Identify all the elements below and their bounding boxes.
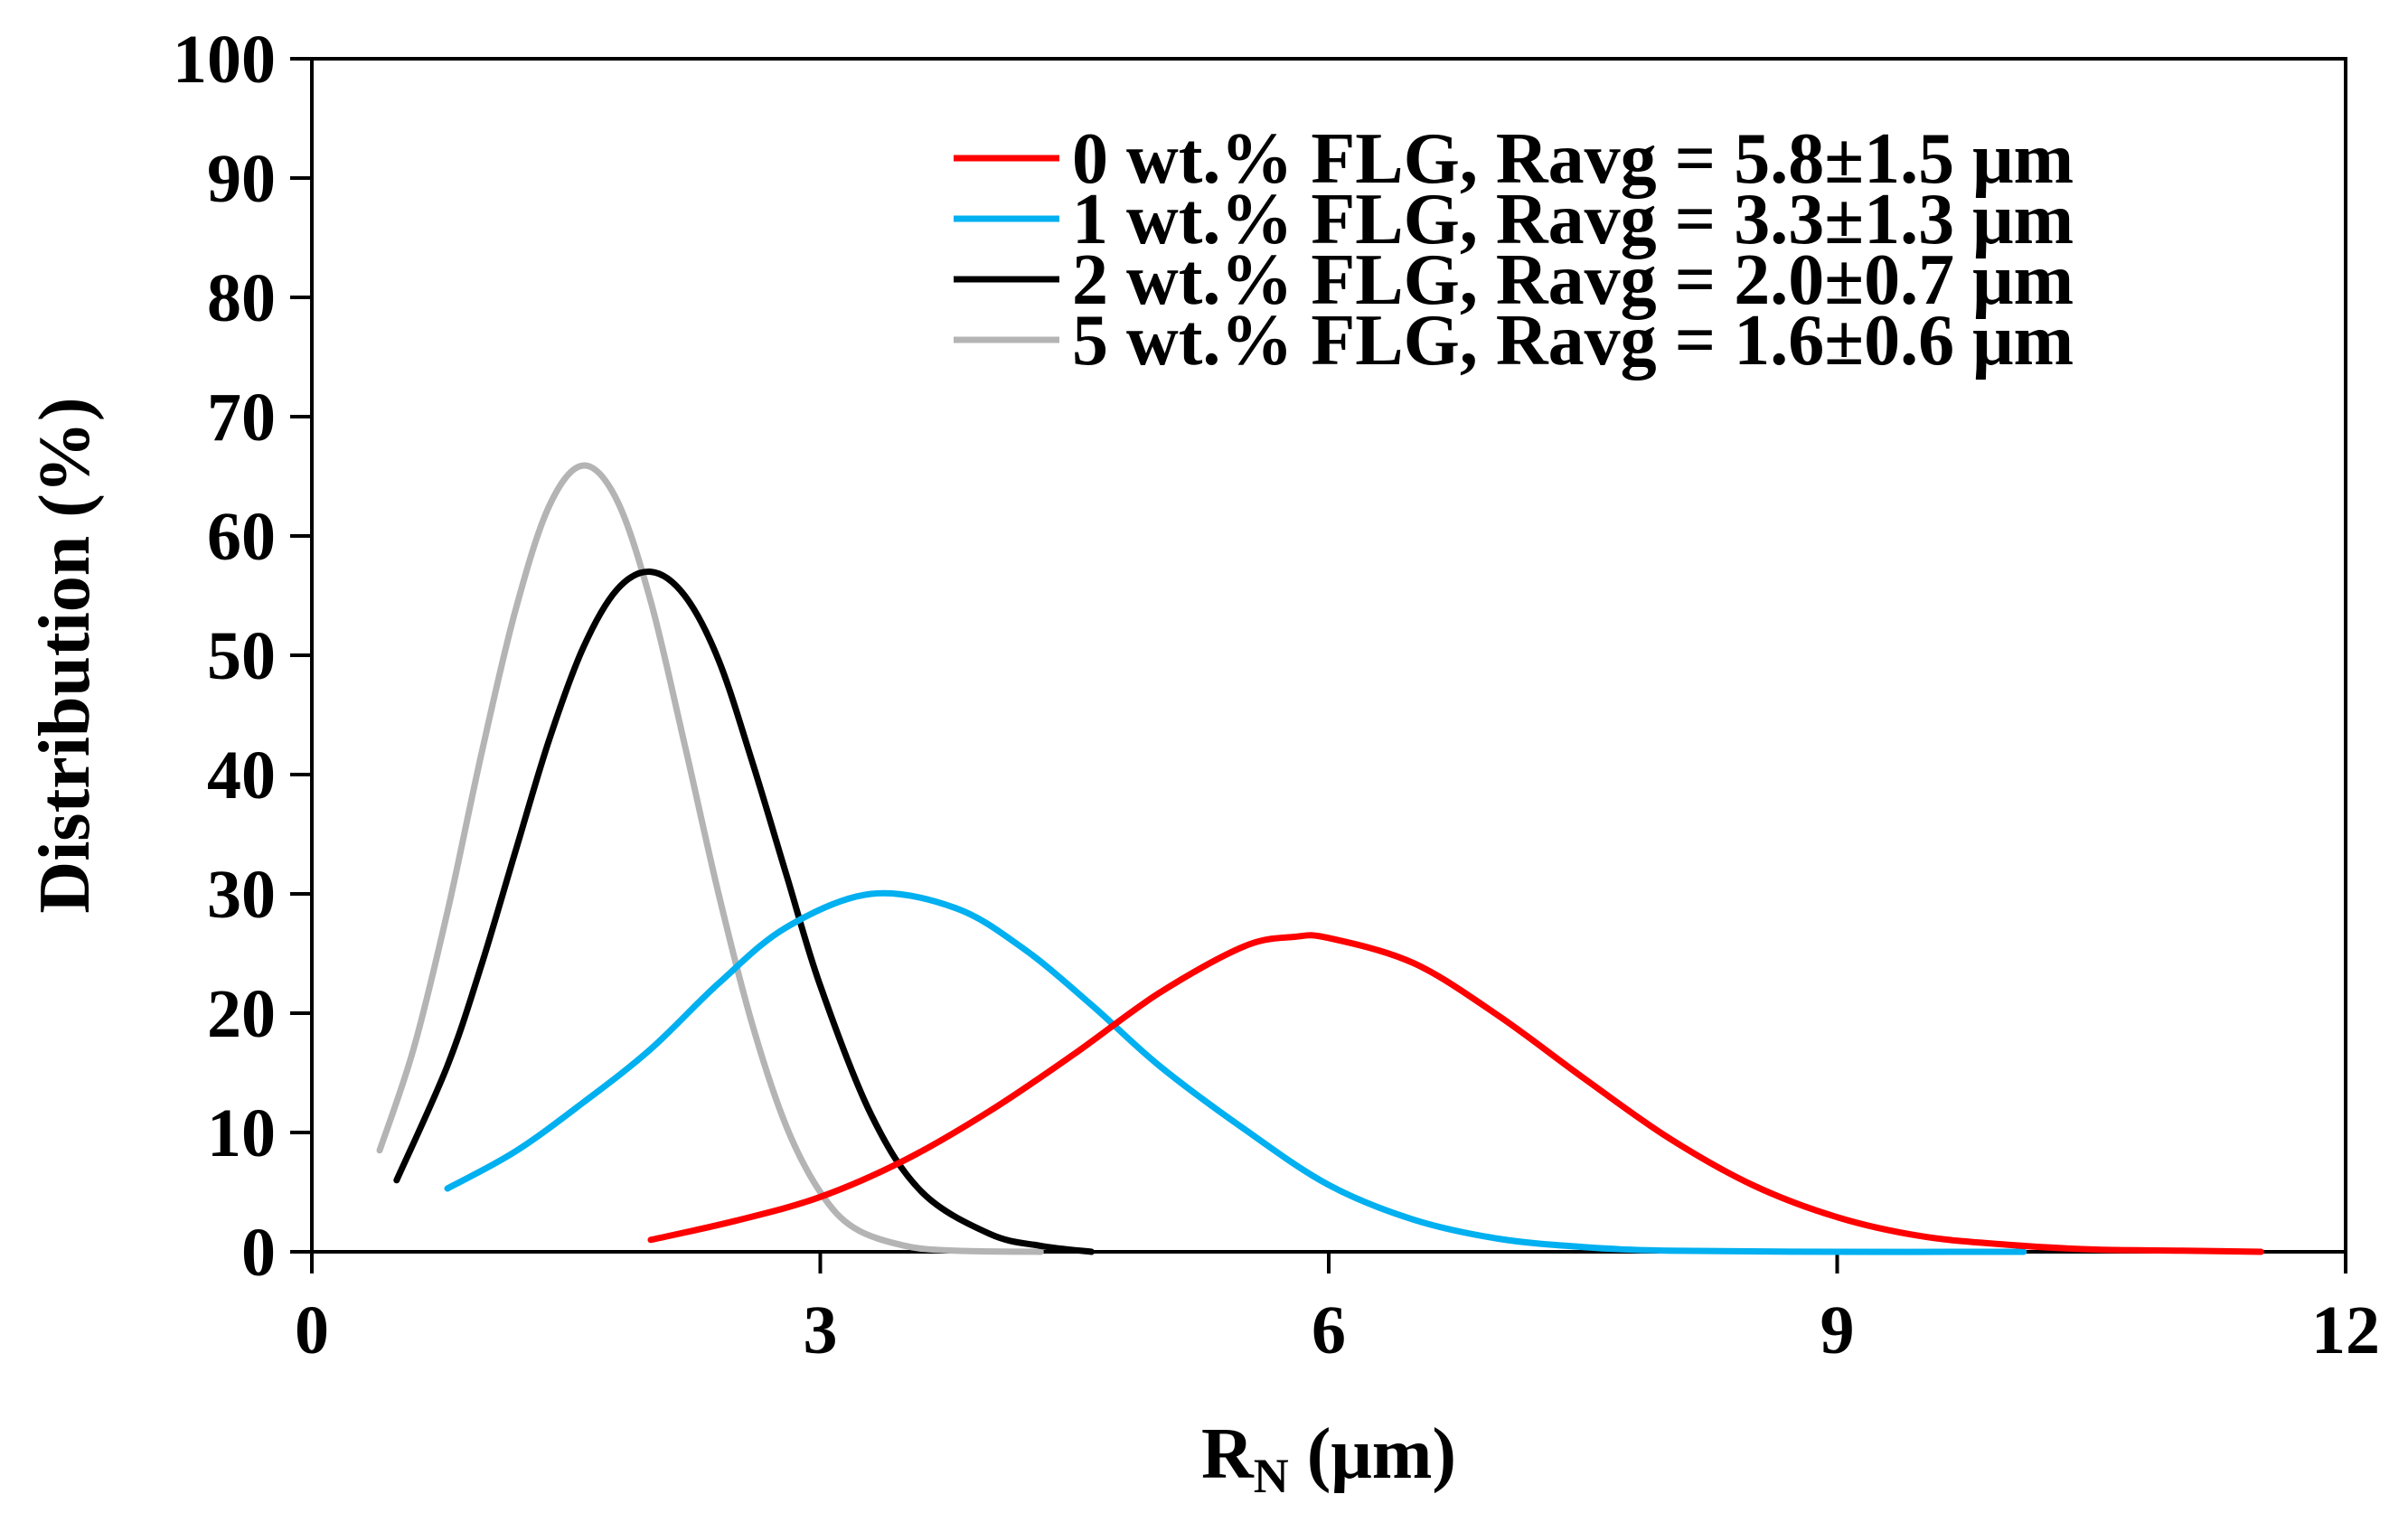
x-axis-title-main: R [1201,1414,1255,1494]
series-lines [376,462,2264,1255]
y-tick-label: 100 [173,22,276,98]
y-axis-ticks: 0 10 20 30 40 50 60 70 80 90 100 [173,22,312,1291]
y-tick-label: 40 [207,738,276,813]
legend-label-2: 1 wt.% FLG, Ravg = 3.3±1.3 μm [1072,180,2074,259]
legend-label-4: 5 wt.% FLG, Ravg = 1.6±0.6 μm [1072,301,2074,381]
y-tick-label: 80 [207,260,276,336]
x-tick-label: 3 [804,1292,838,1368]
series-line-3 [393,569,1095,1255]
y-tick-label: 90 [207,141,276,217]
x-axis-title-subscript: N [1254,1449,1289,1503]
x-axis-title: RN (μm) [1201,1414,1456,1503]
legend: 0 wt.% FLG, Ravg = 5.8±1.5 μm1 wt.% FLG,… [954,119,2074,381]
x-tick-label: 9 [1820,1292,1855,1368]
series-line-4 [376,462,1044,1255]
y-tick-label: 20 [207,976,276,1052]
y-tick-label: 0 [241,1215,276,1291]
y-tick-label: 10 [207,1095,276,1171]
legend-label-1: 0 wt.% FLG, Ravg = 5.8±1.5 μm [1072,119,2074,199]
x-tick-label: 6 [1312,1292,1346,1368]
y-tick-label: 70 [207,380,276,456]
y-axis-title: Distribution (%) [25,397,105,913]
y-tick-label: 50 [207,618,276,694]
x-axis-title-unit: (μm) [1289,1414,1456,1494]
x-tick-label: 12 [2311,1292,2380,1368]
series-line-2 [444,889,2027,1255]
x-axis-ticks: 0 3 6 9 12 [295,1252,2380,1368]
y-tick-label: 30 [207,857,276,933]
series-line-1 [647,932,2264,1255]
legend-label-3: 2 wt.% FLG, Ravg = 2.0±0.7 μm [1072,240,2074,320]
y-tick-label: 60 [207,499,276,575]
x-tick-label: 0 [295,1292,329,1368]
